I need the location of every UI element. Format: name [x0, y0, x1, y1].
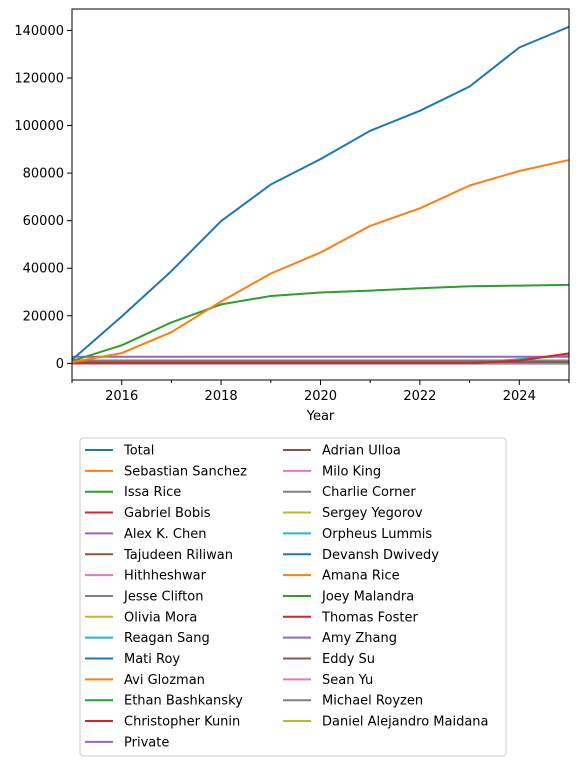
series-line-total — [72, 25, 569, 362]
legend-label: Amana Rice — [322, 569, 400, 584]
legend-item: Tajudeen Riliwan — [85, 548, 233, 563]
legend-item: Sean Yu — [283, 673, 373, 688]
legend-label: Daniel Alejandro Maidana — [322, 715, 489, 730]
legend-item: Gabriel Bobis — [85, 506, 211, 521]
y-tick-label: 80000 — [23, 167, 64, 182]
x-tick-label: 2020 — [304, 389, 337, 404]
y-tick-label: 0 — [56, 357, 64, 372]
legend-item: Orpheus Lummis — [283, 527, 432, 542]
x-axis-title: Year — [306, 409, 335, 424]
legend-item: Adrian Ulloa — [283, 444, 401, 459]
legend-item: Total — [85, 444, 154, 459]
legend-label: Christopher Kunin — [124, 715, 240, 730]
legend-box — [79, 437, 507, 757]
legend-label: Reagan Sang — [124, 631, 210, 646]
legend-item: Issa Rice — [85, 485, 181, 500]
y-tick-label: 20000 — [23, 309, 64, 324]
legend-label: Amy Zhang — [322, 631, 397, 646]
legend-item: Thomas Foster — [283, 610, 419, 625]
plot-area-frame — [71, 8, 570, 381]
legend-item: Amana Rice — [283, 569, 400, 584]
legend-item: Reagan Sang — [85, 631, 210, 646]
legend-label: Mati Roy — [124, 652, 180, 667]
y-tick-label: 40000 — [23, 262, 64, 277]
legend-label: Avi Glozman — [124, 673, 205, 688]
legend-label: Eddy Su — [322, 652, 375, 667]
legend-item: Alex K. Chen — [85, 527, 206, 542]
legend: Total Sebastian Sanchez Issa Rice Gabriel B… — [79, 437, 507, 757]
legend-item: Michael Royzen — [283, 694, 423, 709]
legend-label: Total — [123, 444, 154, 459]
x-tick-label: 2024 — [503, 389, 536, 404]
legend-label: Joey Malandra — [321, 589, 414, 604]
legend-item: Avi Glozman — [85, 673, 205, 688]
x-tick-label: 2016 — [105, 389, 138, 404]
legend-label: Sebastian Sanchez — [124, 464, 247, 479]
legend-item: Charlie Corner — [283, 485, 416, 500]
legend-label: Olivia Mora — [124, 610, 197, 625]
legend-label: Sean Yu — [322, 673, 373, 688]
legend-label: Adrian Ulloa — [322, 444, 401, 459]
legend-item: Ethan Bashkansky — [85, 694, 243, 709]
legend-label: Ethan Bashkansky — [124, 694, 243, 709]
legend-item: Jesse Clifton — [85, 589, 203, 604]
legend-item: Christopher Kunin — [85, 715, 240, 730]
x-tick-label: 2018 — [205, 389, 238, 404]
legend-item: Sebastian Sanchez — [85, 464, 247, 479]
y-tick-label: 100000 — [14, 119, 64, 134]
series-line-issa-rice — [72, 283, 569, 363]
y-tick-label: 140000 — [14, 24, 64, 39]
legend-item: Devansh Dwivedy — [283, 548, 439, 563]
legend-item: Daniel Alejandro Maidana — [283, 715, 489, 730]
legend-label: Thomas Foster — [321, 610, 419, 625]
x-tick-label: 2022 — [403, 389, 436, 404]
legend-item: Amy Zhang — [283, 631, 397, 646]
legend-item: Eddy Su — [283, 652, 375, 667]
legend-item: Sergey Yegorov — [283, 506, 423, 521]
legend-label: Charlie Corner — [322, 485, 416, 500]
y-tick-label: 60000 — [23, 214, 64, 229]
legend-item: Olivia Mora — [85, 610, 197, 625]
legend-label: Devansh Dwivedy — [322, 548, 439, 563]
legend-label: Michael Royzen — [322, 694, 423, 709]
legend-label: Milo King — [322, 464, 381, 479]
legend-item: Milo King — [283, 464, 381, 479]
legend-label: Alex K. Chen — [124, 527, 206, 542]
legend-label: Tajudeen Riliwan — [123, 548, 233, 563]
legend-item: Mati Roy — [85, 652, 180, 667]
legend-label: Private — [124, 735, 169, 750]
legend-label: Hithheshwar — [124, 569, 207, 584]
legend-label: Gabriel Bobis — [124, 506, 211, 521]
legend-item: Hithheshwar — [85, 569, 207, 584]
axes: 2016 2018 2020 2022 2024 0 20000 40000 60000 8000… — [14, 24, 570, 404]
series-layer — [72, 25, 569, 365]
legend-label: Jesse Clifton — [123, 589, 203, 604]
y-tick-label: 120000 — [14, 71, 64, 86]
legend-item: Private — [85, 735, 169, 750]
legend-label: Sergey Yegorov — [322, 506, 423, 521]
legend-item: Joey Malandra — [283, 589, 414, 604]
series-line-sebastian-sanchez — [72, 158, 569, 364]
legend-label: Issa Rice — [124, 485, 181, 500]
series-line-gabriel-bobis — [72, 352, 569, 365]
legend-label: Orpheus Lummis — [322, 527, 432, 542]
